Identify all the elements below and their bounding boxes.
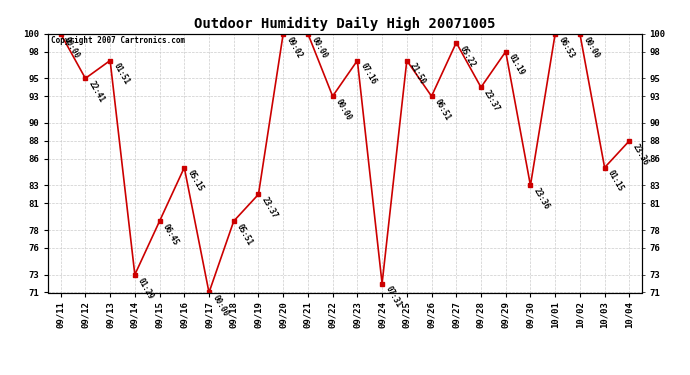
Text: 07:31: 07:31 xyxy=(384,285,403,309)
Text: Copyright 2007 Cartronics.com: Copyright 2007 Cartronics.com xyxy=(51,36,186,45)
Text: 22:41: 22:41 xyxy=(87,80,106,104)
Text: 23:36: 23:36 xyxy=(631,142,650,167)
Text: 23:37: 23:37 xyxy=(260,196,279,220)
Text: 05:15: 05:15 xyxy=(186,169,205,194)
Text: 05:22: 05:22 xyxy=(457,44,477,69)
Text: 07:16: 07:16 xyxy=(359,62,378,86)
Text: 05:51: 05:51 xyxy=(235,222,255,247)
Text: 06:53: 06:53 xyxy=(557,35,576,60)
Text: 01:29: 01:29 xyxy=(136,276,155,301)
Text: 06:51: 06:51 xyxy=(433,98,452,122)
Text: 00:00: 00:00 xyxy=(581,35,600,60)
Text: 00:00: 00:00 xyxy=(334,98,353,122)
Text: 23:36: 23:36 xyxy=(532,187,551,211)
Text: 01:51: 01:51 xyxy=(112,62,131,86)
Text: 21:50: 21:50 xyxy=(408,62,428,86)
Text: 09:02: 09:02 xyxy=(284,35,304,60)
Title: Outdoor Humidity Daily High 20071005: Outdoor Humidity Daily High 20071005 xyxy=(195,17,495,31)
Text: 01:15: 01:15 xyxy=(606,169,625,194)
Text: 00:00: 00:00 xyxy=(210,294,230,318)
Text: 23:37: 23:37 xyxy=(482,88,502,113)
Text: 01:19: 01:19 xyxy=(507,53,526,78)
Text: 00:00: 00:00 xyxy=(62,35,81,60)
Text: 00:00: 00:00 xyxy=(309,35,328,60)
Text: 06:45: 06:45 xyxy=(161,222,180,247)
